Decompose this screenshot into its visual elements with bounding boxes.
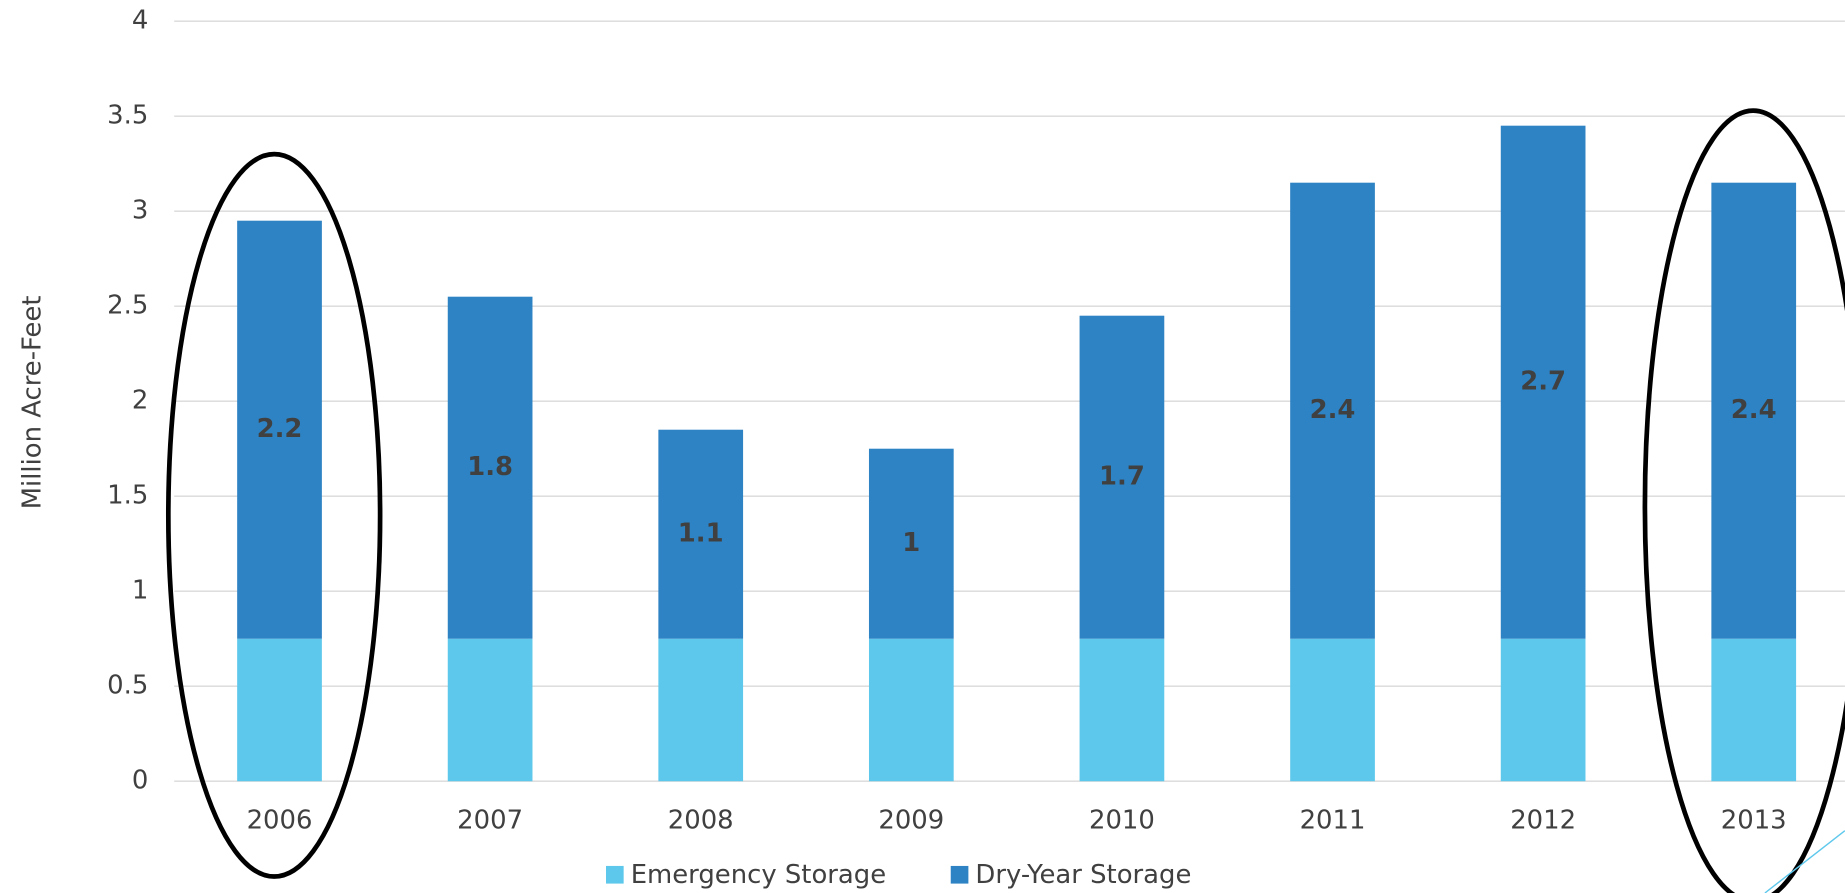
x-tick-label: 2009 xyxy=(878,806,944,836)
x-tick-label: 2011 xyxy=(1300,806,1366,836)
y-tick-label: 3.5 xyxy=(107,101,148,131)
highlight-ellipse xyxy=(1642,108,1845,893)
bar-segment xyxy=(658,638,744,782)
legend-swatch xyxy=(606,865,624,884)
y-tick-label: 0.5 xyxy=(107,671,148,701)
data-label: 1.8 xyxy=(467,452,513,482)
bar-segment xyxy=(658,429,744,639)
bar-segment xyxy=(868,638,954,782)
highlight-ellipse xyxy=(165,151,383,879)
legend-label: Dry-Year Storage xyxy=(975,860,1191,890)
bar-segment xyxy=(1079,315,1165,639)
y-axis-title: Million Acre-Feet xyxy=(18,295,48,509)
y-tick-label: 0 xyxy=(132,766,148,796)
decoration-line xyxy=(1764,830,1845,893)
bar-segment xyxy=(1500,638,1586,782)
bar-segment xyxy=(237,638,322,782)
data-label: 2.4 xyxy=(1310,395,1356,425)
bar-segment xyxy=(447,296,533,639)
y-tick-label: 3 xyxy=(132,196,148,226)
x-tick-label: 2012 xyxy=(1510,806,1576,836)
y-tick-label: 1 xyxy=(132,576,148,606)
y-tick-label: 2 xyxy=(132,386,148,416)
x-tick-label: 2006 xyxy=(247,806,313,836)
data-label: 2.4 xyxy=(1731,395,1777,425)
bar-segment xyxy=(447,638,533,782)
x-tick-label: 2013 xyxy=(1721,806,1787,836)
x-tick-label: 2007 xyxy=(457,806,523,836)
data-label: 1.1 xyxy=(678,519,724,549)
bar-segment xyxy=(1711,638,1797,782)
y-tick-label: 2.5 xyxy=(107,291,148,321)
data-label: 1.7 xyxy=(1099,462,1145,492)
bar-segment xyxy=(237,220,322,639)
bar-segment xyxy=(1711,182,1797,639)
y-tick-label: 1.5 xyxy=(107,481,148,511)
bar-segment xyxy=(1079,638,1165,782)
legend-label: Emergency Storage xyxy=(631,860,886,890)
y-tick-label: 4 xyxy=(132,6,148,36)
x-tick-label: 2008 xyxy=(668,806,734,836)
plot-area: 0 0.5 1 1.5 2 2.5 3 3.5 4 2006 2.2 2007 1.8 2008 1.1 20… xyxy=(107,6,1845,890)
data-label: 1 xyxy=(902,528,920,558)
bar-segment xyxy=(1290,638,1375,782)
bar-segment xyxy=(1290,182,1375,639)
data-label: 2.7 xyxy=(1520,367,1566,397)
bar-segment xyxy=(868,448,954,639)
legend-swatch xyxy=(950,865,969,884)
bar-segment xyxy=(1500,125,1586,639)
data-label: 2.2 xyxy=(257,414,303,444)
x-tick-label: 2010 xyxy=(1089,806,1155,836)
